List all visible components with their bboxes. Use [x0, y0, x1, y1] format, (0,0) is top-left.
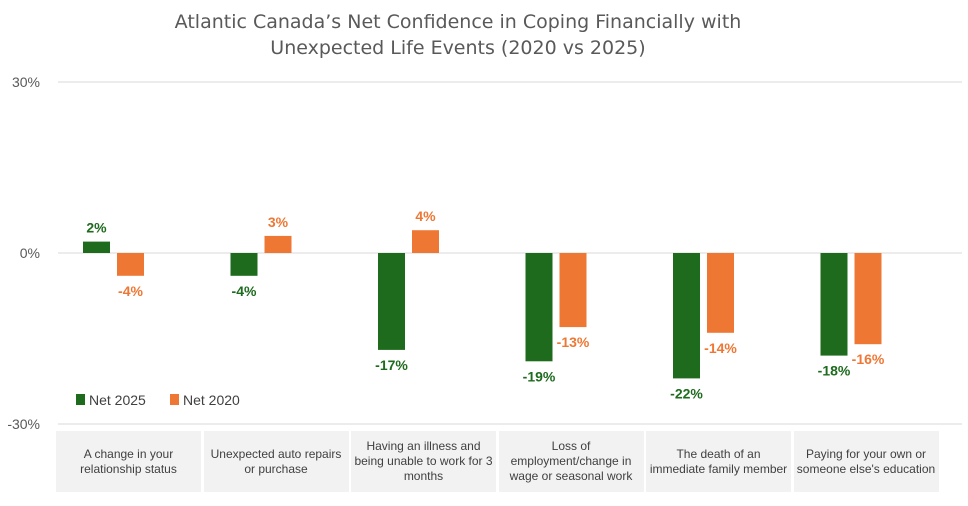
- data-label: 4%: [415, 208, 436, 224]
- bar-net-2020: [854, 253, 882, 345]
- bar-net-2020: [559, 253, 587, 328]
- bar-net-2020: [117, 253, 144, 276]
- bar-net-2025: [230, 253, 258, 276]
- y-tick-label: 30%: [12, 74, 40, 90]
- legend-swatch: [76, 394, 85, 405]
- category-label-box: The death of an immediate family member: [646, 431, 791, 492]
- y-axis: 30% 0% -30%: [7, 74, 40, 432]
- gridlines: [58, 81, 962, 425]
- data-label: 2%: [86, 220, 107, 236]
- bar-net-2020: [707, 253, 734, 333]
- bar-net-2025: [525, 253, 553, 362]
- category-label: A change in your relationship status: [80, 446, 177, 476]
- data-label: -14%: [704, 340, 737, 356]
- bar-net-2025: [378, 253, 405, 350]
- data-label: 3%: [268, 214, 289, 230]
- bars: [83, 230, 882, 379]
- y-tick-label: 0%: [20, 245, 40, 261]
- data-label: -22%: [670, 385, 703, 401]
- data-label: -17%: [375, 357, 408, 373]
- bar-net-2025: [83, 241, 110, 253]
- bar-net-2025: [673, 253, 700, 379]
- data-label: -4%: [118, 283, 143, 299]
- data-label: -16%: [852, 351, 885, 367]
- category-label: Having an illness and being unable to wo…: [354, 439, 493, 483]
- data-label: -18%: [818, 363, 851, 379]
- data-labels: 2% -4% -17% -19% -22% -18% -4% 3% 4% -13% -14% -16%: [86, 208, 885, 401]
- category-label: Paying for your own or someone else's ed…: [796, 446, 936, 476]
- data-label: -4%: [232, 283, 257, 299]
- category-label: The death of an immediate family member: [649, 446, 788, 476]
- legend-label: Net 2025: [89, 392, 146, 408]
- category-label-box: Having an illness and being unable to wo…: [351, 431, 496, 492]
- legend-swatch: [170, 394, 179, 405]
- bar-net-2020: [264, 235, 292, 253]
- data-label: -19%: [523, 368, 556, 384]
- bar-net-2020: [412, 230, 439, 253]
- category-label: Loss of employment/change in wage or sea…: [509, 439, 633, 483]
- chart-title-line-1: Atlantic Canada’s Net Confidence in Copi…: [175, 11, 742, 33]
- category-label-box: A change in your relationship status: [56, 431, 201, 492]
- legend-label: Net 2020: [183, 392, 240, 408]
- chart-title-line-2: Unexpected Life Events (2020 vs 2025): [270, 37, 645, 59]
- legend: Net 2025 Net 2020: [76, 392, 240, 408]
- category-label-box: Loss of employment/change in wage or sea…: [498, 431, 644, 492]
- category-label-box: Paying for your own or someone else's ed…: [793, 431, 939, 492]
- category-label-box: Unexpected auto repairs or purchase: [203, 431, 349, 492]
- data-label: -13%: [557, 334, 590, 350]
- bar-net-2025: [820, 253, 848, 356]
- y-tick-label: -30%: [7, 416, 40, 432]
- category-label: Unexpected auto repairs or purchase: [210, 446, 342, 476]
